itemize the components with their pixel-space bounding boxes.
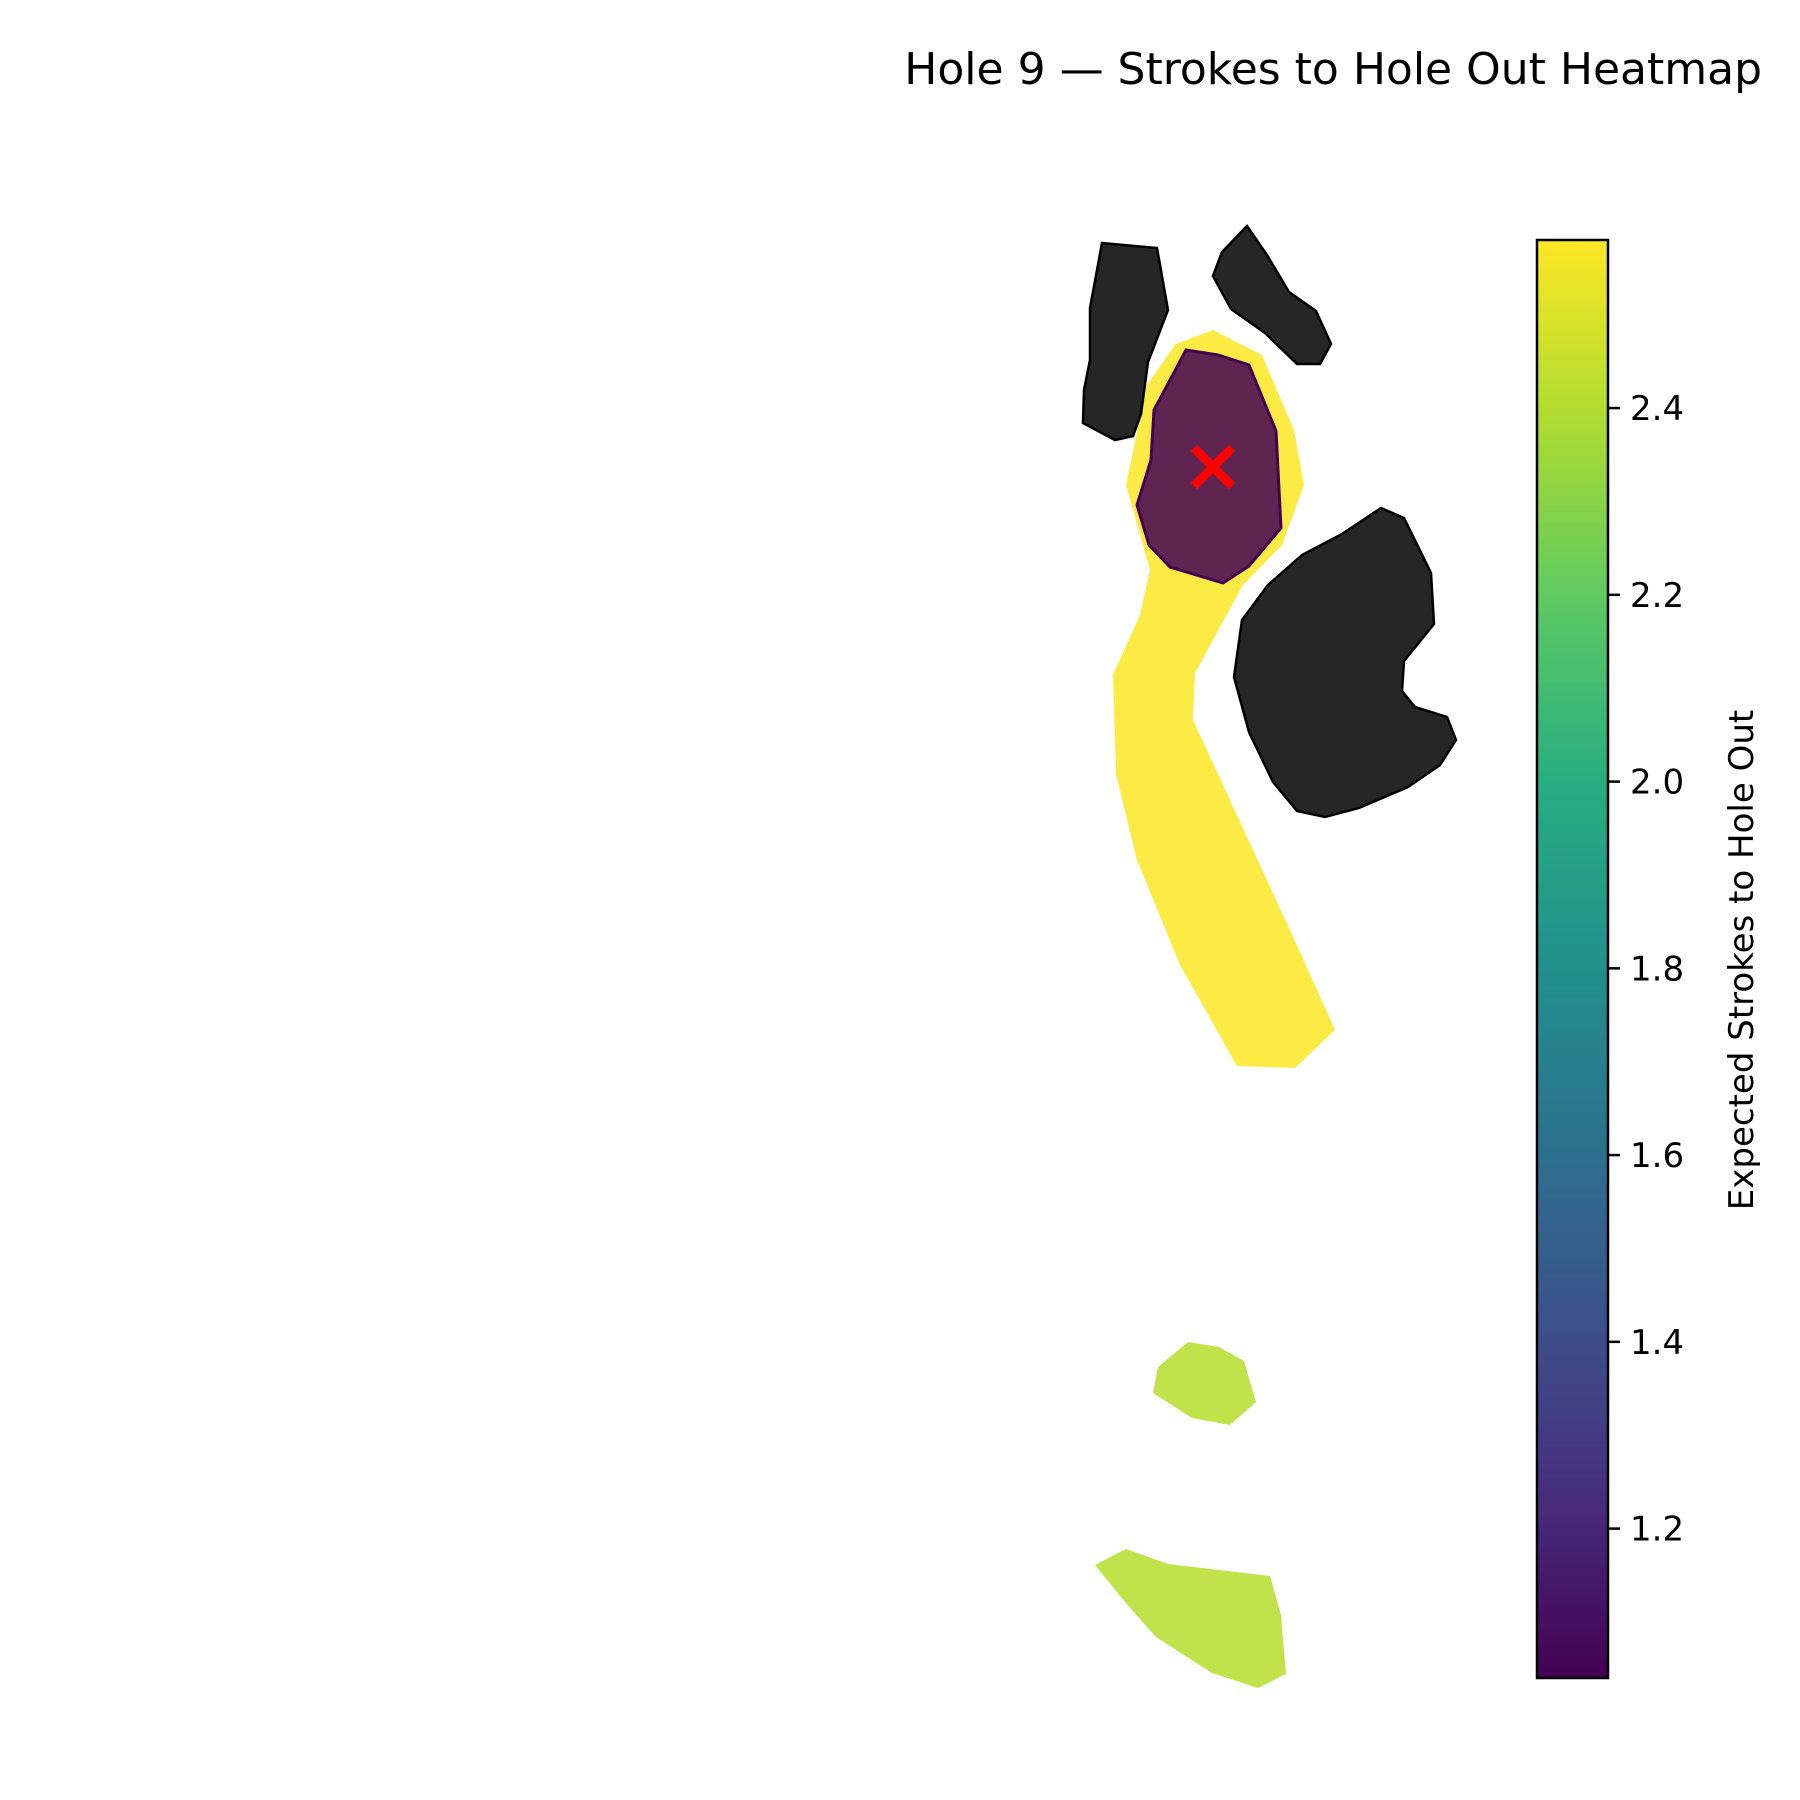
colorbar-tick-label: 1.6 xyxy=(1630,1136,1684,1176)
hazard-3 xyxy=(1232,506,1458,819)
colorbar-label: Expected Strokes to Hole Out xyxy=(1722,710,1762,1210)
colorbar-tick-label: 2.4 xyxy=(1630,389,1684,429)
hazard-1 xyxy=(1081,241,1170,442)
hazard-2 xyxy=(1211,224,1333,366)
colorbar-tick-label: 2.2 xyxy=(1630,576,1684,616)
pin-x-icon xyxy=(1190,444,1236,490)
tee-area-1 xyxy=(1153,1342,1256,1425)
colorbar-gradient xyxy=(1535,238,1610,1680)
colorbar-tick-label: 2.0 xyxy=(1630,763,1684,803)
colorbar-tick-label: 1.8 xyxy=(1630,949,1684,989)
colorbar-tick-label: 1.4 xyxy=(1630,1323,1684,1363)
tee-area-2 xyxy=(1095,1549,1286,1688)
colorbar-tick-label: 1.2 xyxy=(1630,1510,1684,1550)
chart-title: Hole 9 — Strokes to Hole Out Heatmap xyxy=(904,44,1762,95)
colorbar-ticks: 1.2 1.4 1.6 1.8 2.0 2.2 2.4 xyxy=(1608,389,1684,1550)
colorbar: 1.2 1.4 1.6 1.8 2.0 2.2 2.4 Expected Strokes t… xyxy=(1535,238,1762,1680)
course-map xyxy=(1081,224,1458,1688)
